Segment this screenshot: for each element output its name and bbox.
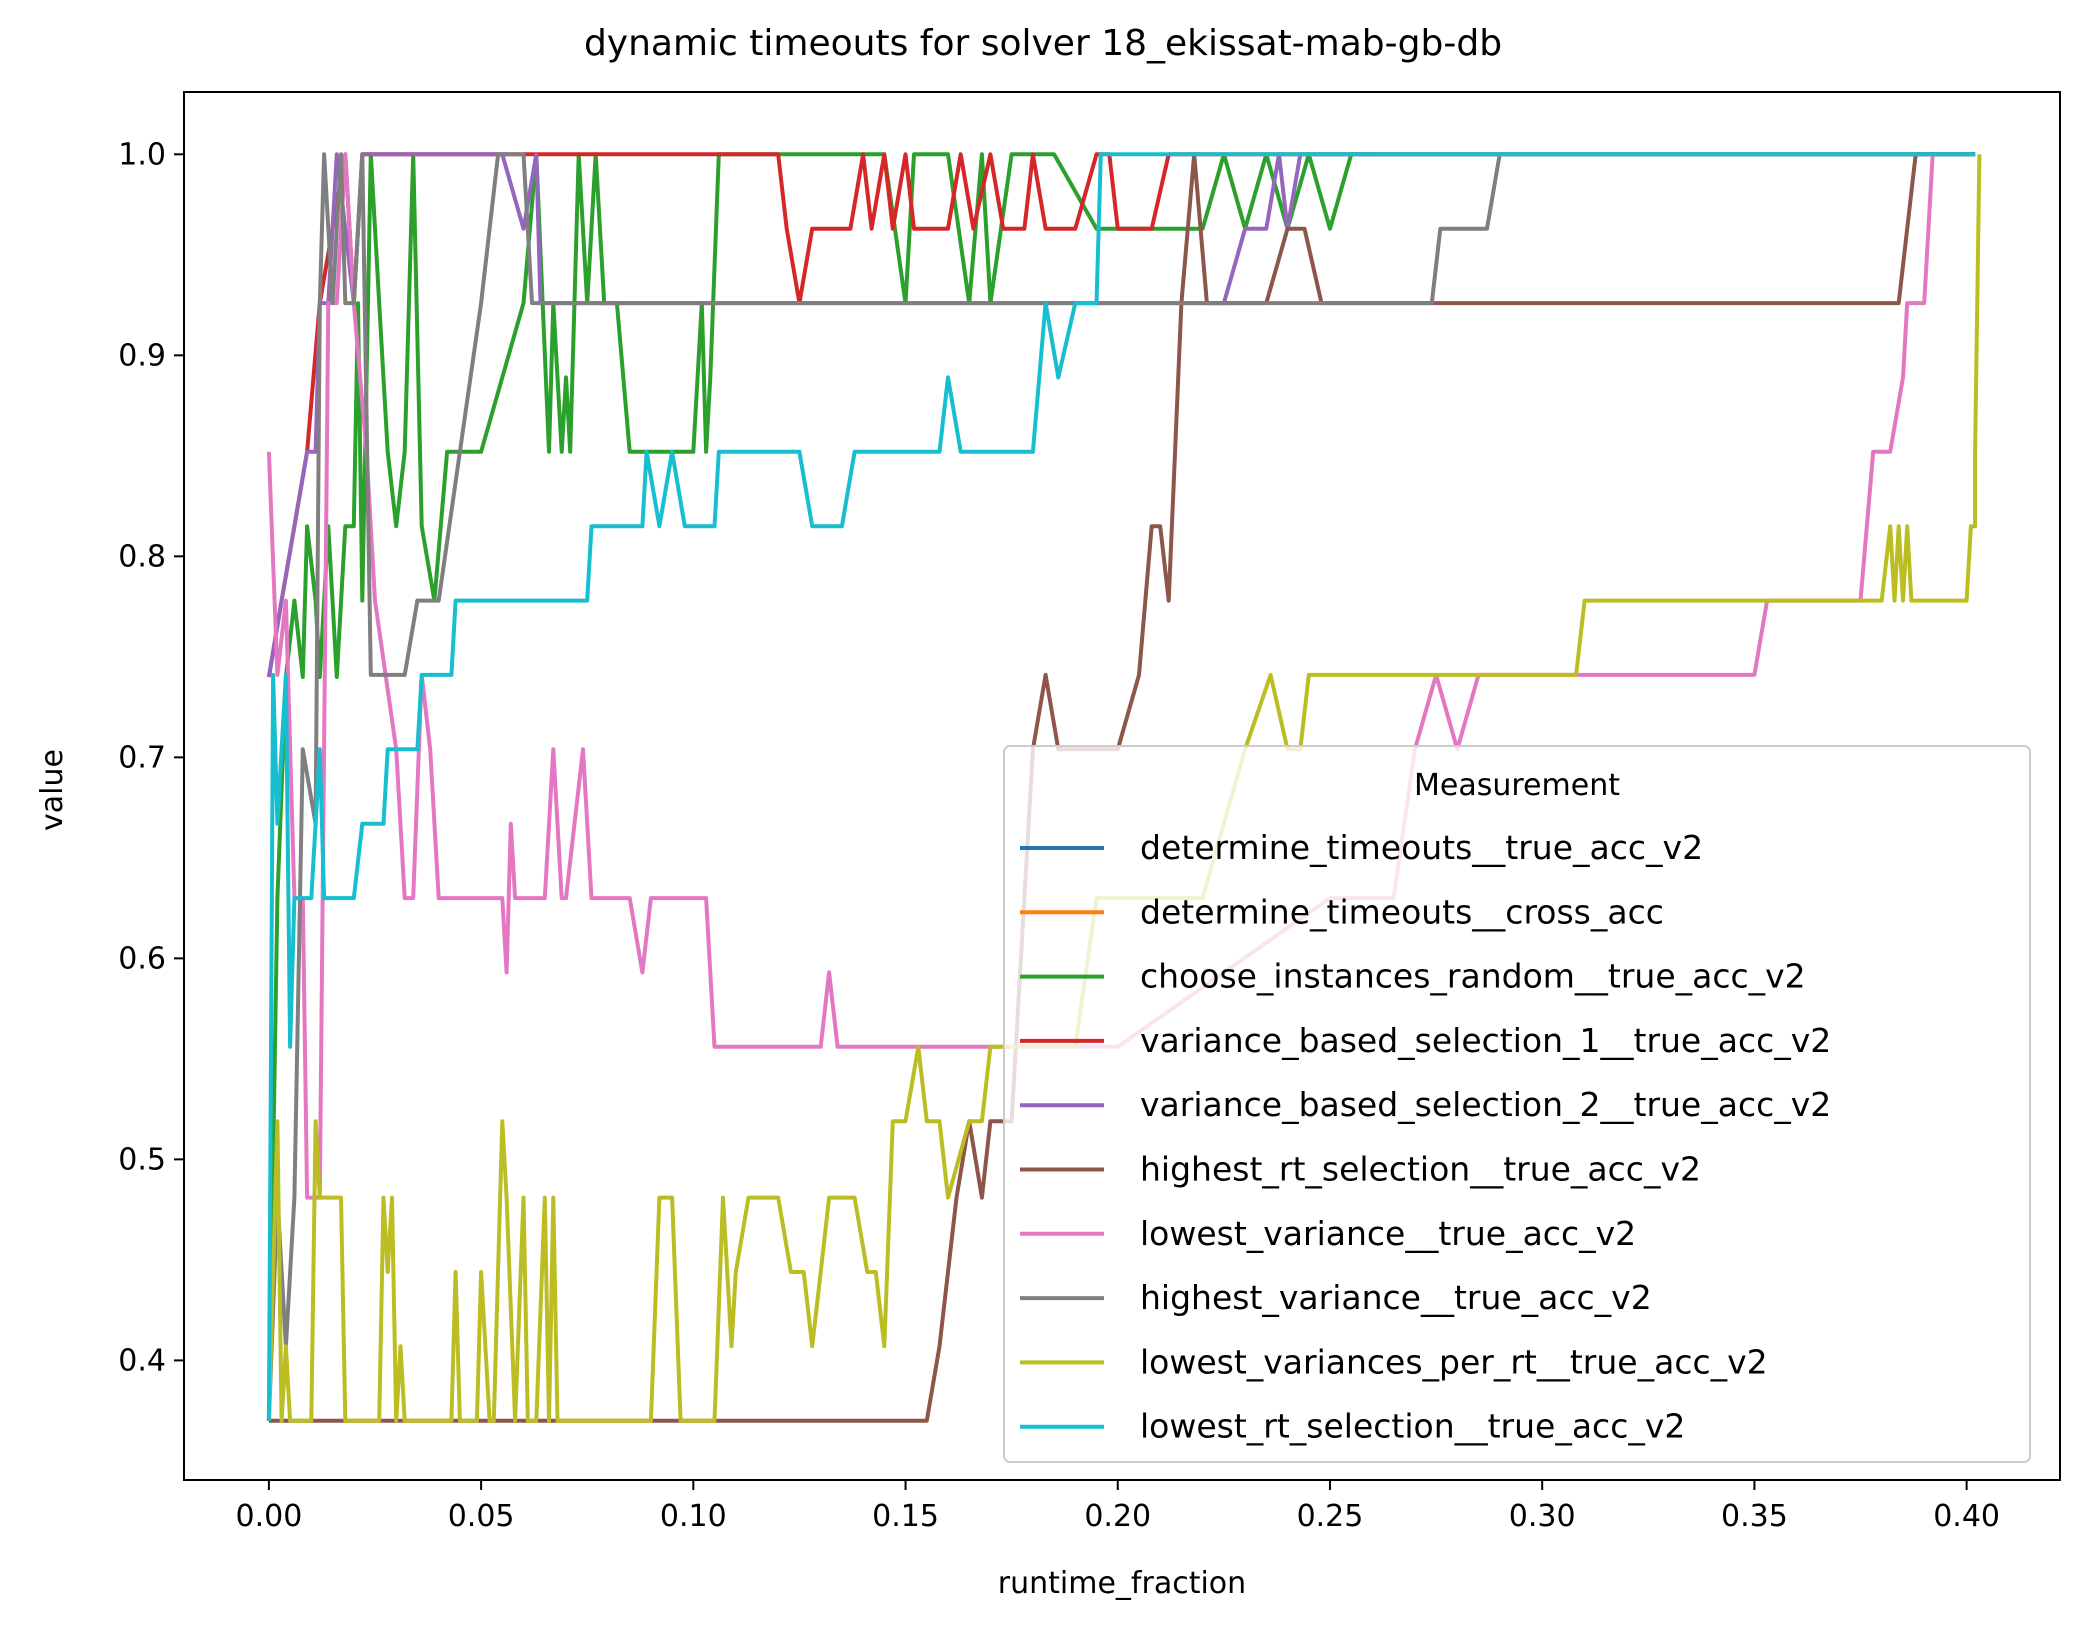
- x-tick-label: 0.40: [1933, 1499, 2000, 1534]
- x-axis-label: runtime_fraction: [998, 1566, 1246, 1601]
- series-line-7: [266, 152, 1976, 1421]
- x-tick-label: 0.15: [872, 1499, 939, 1534]
- series-layer: [266, 152, 1982, 1423]
- x-tick-label: 0.05: [448, 1499, 515, 1534]
- x-tick-label: 0.10: [660, 1499, 727, 1534]
- y-tick-label: 0.9: [118, 338, 166, 373]
- y-tick-label: 0.6: [118, 941, 166, 976]
- chart-title: dynamic timeouts for solver 18_ekissat-m…: [584, 23, 1502, 64]
- x-tick-label: 0.20: [1084, 1499, 1151, 1534]
- legend-box: [1003, 745, 2031, 1463]
- x-tick-label: 0.30: [1509, 1499, 1576, 1534]
- plot-area-frame: [183, 91, 2061, 1481]
- legend-label-3: variance_based_selection_1__true_acc_v2: [1140, 1021, 1831, 1060]
- legend-label-2: choose_instances_random__true_acc_v2: [1140, 957, 1806, 996]
- x-tick-label: 0.35: [1721, 1499, 1788, 1534]
- legend-label-0: determine_timeouts__true_acc_v2: [1140, 828, 1703, 867]
- x-tick-label: 0.25: [1297, 1499, 1364, 1534]
- y-tick-label: 0.5: [118, 1142, 166, 1177]
- y-tick-label: 0.8: [118, 539, 166, 574]
- series-line-9: [266, 152, 1976, 1421]
- y-tick-label: 0.7: [118, 740, 166, 775]
- y-axis-label: value: [35, 749, 70, 831]
- series-line-5: [268, 152, 1976, 1423]
- series-line-4: [266, 152, 1976, 678]
- series-line-6: [266, 152, 1935, 1200]
- legend-label-9: lowest_rt_selection__true_acc_v2: [1140, 1407, 1685, 1446]
- y-tick-label: 1.0: [118, 137, 166, 172]
- legend-label-6: lowest_variance__true_acc_v2: [1140, 1214, 1636, 1253]
- y-tick-label: 0.4: [118, 1343, 166, 1378]
- legend-items: determine_timeouts__true_acc_v2 determine…: [1020, 828, 1831, 1446]
- y-axis-ticks: 0.4 0.5 0.6 0.7 0.8 0.9 1.0: [118, 137, 184, 1378]
- series-line-8: [266, 154, 1982, 1423]
- x-axis-ticks: 0.00 0.05 0.10 0.15 0.20 0.25 0.30 0.35 0.40: [235, 1480, 2000, 1534]
- legend-label-8: lowest_variances_per_rt__true_acc_v2: [1140, 1342, 1768, 1381]
- legend-label-5: highest_rt_selection__true_acc_v2: [1140, 1150, 1701, 1189]
- legend: Measurement determine_timeouts__true_acc…: [1003, 745, 2031, 1463]
- series-line-2: [266, 152, 1381, 1421]
- legend-label-1: determine_timeouts__cross_acc: [1140, 892, 1664, 931]
- legend-label-7: highest_variance__true_acc_v2: [1140, 1278, 1652, 1317]
- legend-title: Measurement: [1414, 768, 1620, 803]
- legend-label-4: variance_based_selection_2__true_acc_v2: [1140, 1085, 1831, 1124]
- x-tick-label: 0.00: [235, 1499, 302, 1534]
